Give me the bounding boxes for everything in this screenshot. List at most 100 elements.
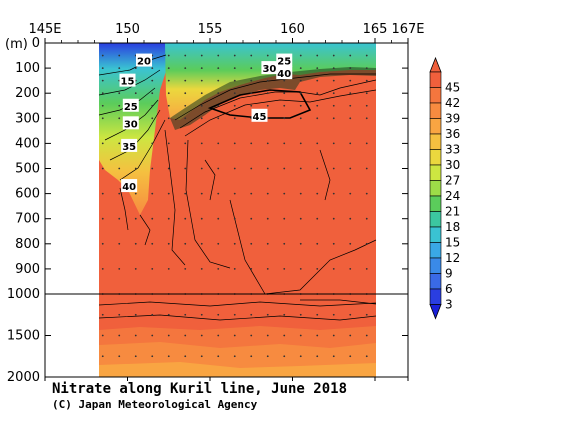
- sample-dot: [316, 268, 319, 270]
- colorbar-label: 12: [445, 251, 460, 265]
- colorbar-arrow-bottom: [429, 304, 442, 320]
- colorbar-swatch: [429, 164, 442, 181]
- sample-dot: [217, 79, 220, 82]
- sample-dot: [283, 355, 286, 358]
- sample-dot: [233, 79, 236, 82]
- nutricline-band: [170, 67, 376, 130]
- sample-dot: [349, 117, 352, 120]
- sample-dot: [151, 167, 154, 170]
- colorbar-label: 21: [445, 205, 460, 219]
- colorbar-swatch: [429, 87, 442, 104]
- colorbar-swatch: [429, 149, 442, 166]
- sample-dot: [250, 104, 253, 107]
- sample-dot: [134, 217, 137, 220]
- contour-label-text: 25: [124, 102, 138, 113]
- sample-dot: [283, 313, 286, 316]
- contour-label-bg: [119, 73, 136, 87]
- contour-label-text: 20: [137, 57, 151, 68]
- sample-dot: [233, 54, 236, 57]
- sample-dot: [349, 142, 352, 145]
- sample-dot: [316, 142, 319, 145]
- sample-dot: [101, 242, 104, 245]
- sample-dot: [151, 355, 154, 358]
- sample-dots: [101, 54, 368, 358]
- sample-dot: [167, 67, 170, 69]
- sample-dot: [349, 192, 352, 195]
- sample-dot: [151, 67, 154, 69]
- colorbar-label: 9: [445, 267, 453, 281]
- sample-dot: [283, 217, 286, 220]
- sample-dot: [349, 104, 352, 107]
- sample-dot: [349, 355, 352, 358]
- sample-dot: [299, 313, 302, 316]
- sample-dot: [365, 217, 368, 220]
- colorbar-swatch: [429, 102, 442, 119]
- sample-dot: [299, 355, 302, 358]
- sample-dot: [118, 167, 121, 170]
- sample-dot: [233, 217, 236, 220]
- sample-dot: [283, 142, 286, 145]
- sample-dot: [250, 167, 253, 170]
- sample-dot: [167, 192, 170, 195]
- sample-dot: [151, 313, 154, 316]
- sample-dot: [167, 167, 170, 170]
- sample-dot: [184, 242, 187, 245]
- sample-dot: [167, 79, 170, 82]
- contour-label-bg: [121, 138, 138, 152]
- sample-dot: [266, 268, 269, 270]
- sample-dot: [299, 167, 302, 170]
- colorbar-swatch: [429, 118, 442, 135]
- sample-dot: [332, 217, 335, 220]
- sample-dot: [101, 167, 104, 170]
- sample-dot: [299, 79, 302, 82]
- sample-dot: [365, 334, 368, 337]
- sample-dot: [118, 355, 121, 358]
- sample-dot: [365, 355, 368, 358]
- sample-dot: [250, 313, 253, 316]
- contour-lines: [98, 54, 377, 321]
- sample-dot: [151, 242, 154, 245]
- contour-label: 40: [121, 179, 138, 193]
- sample-dot: [118, 192, 121, 195]
- sample-dot: [250, 192, 253, 195]
- sample-dot: [332, 334, 335, 337]
- sample-dot: [167, 104, 170, 107]
- sample-dot: [266, 104, 269, 107]
- sample-dot: [332, 54, 335, 57]
- sample-dot: [250, 79, 253, 82]
- colorbar-label: 42: [445, 96, 460, 110]
- y-tick-label: 300: [15, 111, 40, 126]
- contour-label: 25: [276, 53, 293, 68]
- sample-dot: [134, 242, 137, 245]
- sample-dot: [134, 355, 137, 358]
- sample-dot: [167, 334, 170, 337]
- chart-credit: (C) Japan Meteorological Agency: [52, 398, 258, 411]
- sample-dot: [184, 142, 187, 145]
- sample-dot: [299, 54, 302, 57]
- sample-dot: [101, 92, 104, 95]
- sample-dot: [316, 67, 319, 69]
- sample-dot: [217, 355, 220, 358]
- sample-dot: [332, 117, 335, 120]
- sample-dot: [233, 142, 236, 145]
- sample-dot: [101, 54, 104, 57]
- sample-dot: [134, 167, 137, 170]
- y-axis: (m) 0 100 200 300 400 500 600 700 800 900 1000 1500…: [5, 36, 408, 385]
- sample-dot: [217, 167, 220, 170]
- sample-dot: [316, 79, 319, 82]
- contour-label-bg: [261, 61, 278, 75]
- contour-label-bg: [122, 116, 139, 130]
- y-tick-label: 500: [15, 162, 40, 177]
- x-tick-label: 165: [363, 22, 388, 37]
- sample-dot: [283, 79, 286, 82]
- sample-dot: [101, 117, 104, 120]
- y-tick-label: 600: [15, 187, 40, 202]
- sample-dot: [118, 67, 121, 69]
- sample-dot: [349, 217, 352, 220]
- sample-dot: [283, 192, 286, 195]
- contour-label-text: 45: [253, 112, 267, 123]
- sample-dot: [151, 192, 154, 195]
- sample-dot: [200, 242, 203, 245]
- y-axis-unit: (m): [5, 37, 28, 52]
- sample-dot: [200, 334, 203, 337]
